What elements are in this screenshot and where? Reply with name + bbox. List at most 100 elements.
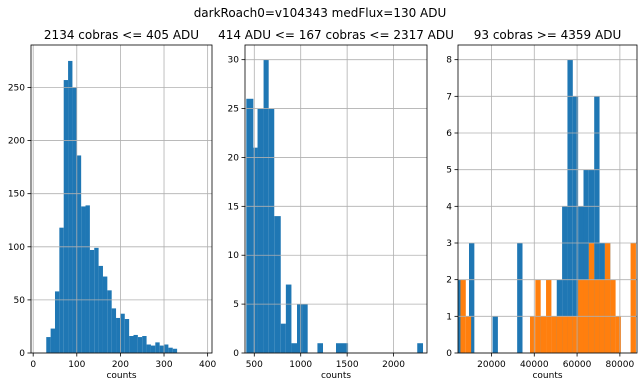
x-tick-label-5: 400 (199, 360, 216, 370)
bar-s1-28 (164, 344, 169, 353)
chart-panel-1: 0 100 200 300 400 0 50 100 150 200 250 2134 cobras … (8, 28, 217, 381)
x-tick-label-1: 0 (30, 360, 36, 370)
bar-s1-8 (76, 155, 82, 353)
bar-s2-14 (588, 243, 595, 353)
x-tick-label-4: 300 (155, 360, 172, 370)
bar-s2-11 (572, 316, 579, 353)
bar-s1-6 (68, 60, 73, 353)
axes-frame (244, 44, 428, 354)
grid (31, 45, 212, 354)
chart-panel-3: 20000 40000 60000 80000 0 1 2 3 4 5 6 7 8 93 cobras >… (446, 28, 638, 381)
y-tick-label-8: 7 (446, 92, 452, 102)
bar-s1-15 (107, 290, 112, 353)
bar-s1-7 (72, 87, 77, 353)
bar-s1-26 (155, 342, 160, 353)
bar-s1-20 (129, 336, 134, 353)
bar-s1-2 (469, 243, 475, 353)
bar-s1-23 (142, 336, 147, 353)
bar-s2-8 (556, 316, 563, 353)
grid (458, 45, 637, 354)
chart-title: 93 cobras >= 4359 ADU (474, 28, 622, 42)
y-tick-label-1: 0 (19, 349, 25, 359)
axes-frame (457, 44, 638, 354)
bar-s1-12 (583, 169, 589, 353)
y-tick-label-5: 4 (446, 202, 452, 212)
bar-s1-9 (81, 206, 86, 353)
chart-title: 414 ADU <= 167 cobras <= 2317 ADU (218, 28, 454, 42)
bar-s1-19 (124, 319, 130, 353)
y-tick-label-7: 6 (446, 129, 452, 139)
bar-s1-9 (291, 343, 297, 353)
x-tick-label-3: 60000 (563, 360, 592, 370)
bar-s1-3 (492, 316, 498, 353)
x-tick-label-1: 500 (246, 360, 263, 370)
bar-s1-14 (102, 276, 108, 353)
x-axis-label: counts (321, 371, 351, 381)
x-tick-label-3: 1500 (336, 360, 359, 370)
y-tick-label-2: 5 (233, 300, 239, 310)
y-tick-label-9: 8 (446, 56, 452, 66)
bar-s2-19 (615, 316, 621, 353)
bar-s2-10 (567, 316, 573, 353)
bar-s1-21 (133, 334, 138, 353)
y-tick-label-1: 0 (446, 349, 452, 359)
bar-s2-2 (465, 316, 472, 353)
y-tick-label-5: 20 (228, 153, 240, 163)
bar-s1-7 (280, 323, 286, 353)
y-tick-label-4: 3 (446, 239, 452, 249)
figure-suptitle: darkRoach0=v104343 medFlux=130 ADU (194, 6, 447, 20)
y-tick-label-3: 2 (446, 276, 452, 286)
bar-s1-6 (274, 216, 281, 353)
x-tick-label-2: 1000 (289, 360, 312, 370)
y-tick-label-6: 5 (446, 166, 452, 176)
x-tick-label-2: 100 (68, 360, 85, 370)
bar-s1-14 (594, 96, 600, 353)
y-tick-label-1: 0 (233, 349, 239, 359)
y-tick-label-6: 25 (228, 105, 239, 115)
y-tick-label-3: 100 (8, 243, 25, 253)
bar-s1-18 (120, 313, 125, 353)
bar-s1-14 (417, 343, 424, 353)
bar-s1-4 (59, 227, 64, 353)
bar-s1-4 (517, 243, 523, 353)
bar-s1-27 (159, 345, 165, 353)
y-tick-label-2: 1 (446, 312, 452, 322)
y-tick-label-2: 50 (14, 296, 26, 306)
x-tick-label-2: 40000 (520, 360, 549, 370)
bar-s1-13 (336, 343, 349, 353)
bar-s2-5 (540, 316, 547, 353)
bar-s1-10 (297, 304, 303, 353)
x-tick-label-3: 200 (112, 360, 129, 370)
bar-s1-11 (302, 304, 308, 353)
x-axis-label: counts (532, 371, 562, 381)
bar-s2-7 (551, 316, 557, 353)
bar-s1-12 (94, 247, 99, 353)
bar-s1-10 (572, 96, 579, 353)
bar-s2-3 (529, 316, 536, 353)
bar-s1-25 (150, 345, 156, 353)
bar-s1-22 (137, 337, 143, 353)
bar-s1-11 (89, 249, 95, 353)
bar-s1-24 (146, 344, 151, 353)
bar-s1-2 (50, 328, 55, 353)
y-tick-label-4: 15 (228, 202, 239, 212)
y-tick-label-4: 150 (8, 190, 25, 200)
y-tick-label-7: 30 (228, 56, 240, 66)
bar-s1-10 (85, 205, 90, 353)
bar-s1-12 (317, 343, 323, 353)
bar-s1-1 (246, 98, 254, 353)
chart-title: 2134 cobras <= 405 ADU (44, 28, 199, 42)
bars (46, 60, 178, 353)
y-tick-label-3: 10 (228, 251, 240, 261)
bar-s1-3 (257, 108, 264, 353)
bar-s2-9 (562, 316, 568, 353)
axes-frame (30, 44, 213, 354)
x-tick-label-4: 2000 (382, 360, 405, 370)
x-tick-label-4: 80000 (606, 360, 635, 370)
y-tick-label-6: 250 (8, 83, 25, 93)
bar-s1-5 (63, 80, 69, 353)
bar-s1-17 (116, 317, 121, 353)
